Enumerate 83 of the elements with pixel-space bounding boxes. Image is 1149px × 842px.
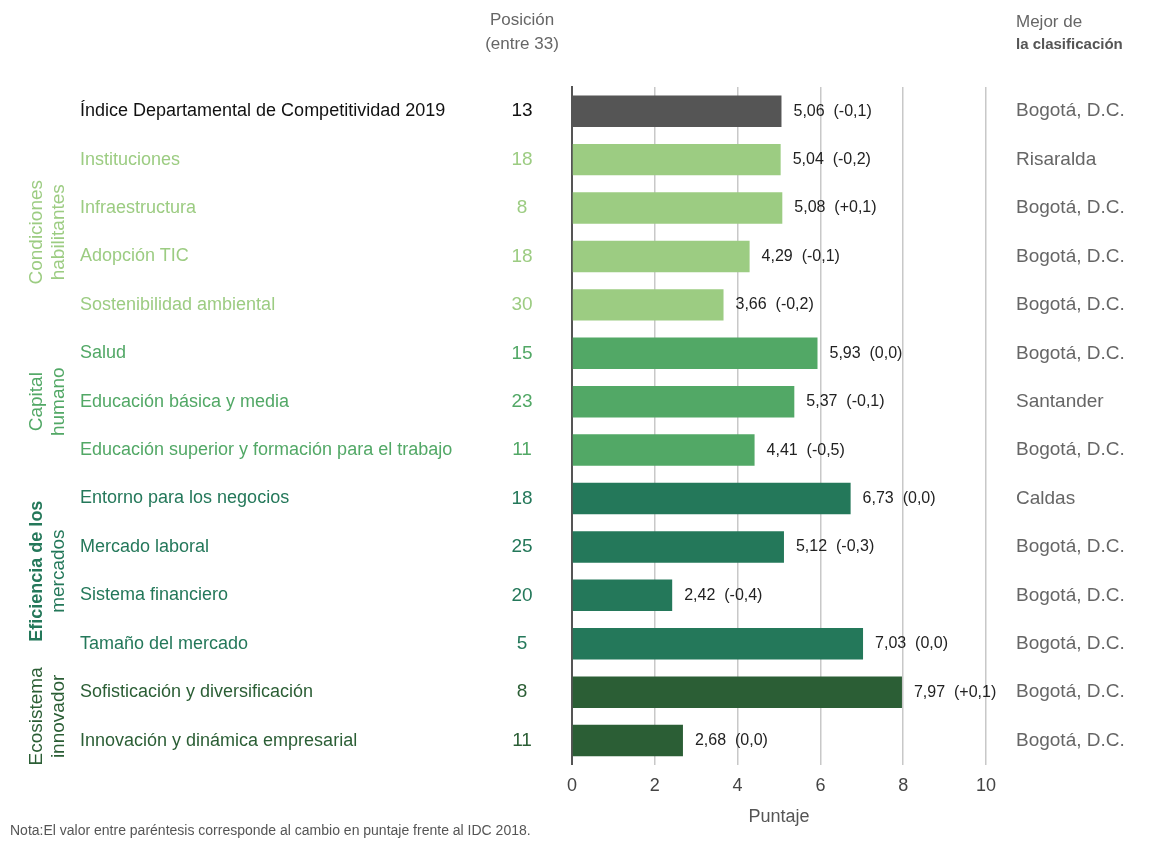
text: Posición (entre 33) [485,9,559,53]
bar [572,240,750,273]
text: Nota:El valor entre paréntesis corresponde al cambio en puntaje frente al IDC 2018. [10,821,531,838]
bar [572,724,683,757]
data-label: 6,73 (0,0) [862,488,936,506]
data-label: 5,93 (0,0) [829,343,903,361]
text: Bogotá, D.C. [1016,728,1125,750]
bar [572,579,673,612]
bar [572,434,755,466]
text: 18 [511,486,533,508]
text: Bogotá, D.C. [1016,99,1125,121]
x-tick-label: 10 [975,774,997,795]
text: Bogotá, D.C. [1016,680,1125,702]
text: 15 [511,341,533,363]
bar [572,628,864,660]
text: Ecosistema innovador [25,666,69,766]
y-tick-label: Sistema financiero [80,584,229,605]
data-label: 5,06 (-0,1) [793,101,872,119]
text: Condiciones habilitantes [25,179,69,285]
bar [572,531,784,563]
bar [572,337,818,370]
y-tick-label: Sofisticación y diversificación [80,681,314,702]
data-label: 2,42 (-0,4) [684,585,763,603]
bar [572,676,902,708]
data-label: 5,37 (-0,1) [806,392,885,410]
data-label: 3,66 (-0,2) [735,295,814,313]
text: Risaralda [1016,147,1097,169]
bar [572,482,851,515]
bar [572,385,795,418]
x-tick-label: 2 [649,774,660,795]
text: 25 [511,535,533,557]
text: 8 [516,196,528,218]
text: Bogotá, D.C. [1016,632,1125,653]
text: Capital humano [25,367,69,437]
text: 5 [516,632,528,653]
text: Mejor de la clasificación [1016,11,1123,53]
text: 20 [511,583,533,605]
y-tick-label: Mercado laboral [80,535,210,556]
bar [572,289,724,321]
y-tick-label: Instituciones [80,148,181,169]
y-tick-label: Índice Departamental de Competitividad 2019 [80,100,446,121]
bar [572,143,781,176]
text: 18 [511,244,533,266]
data-label: 4,29 (-0,1) [761,246,840,264]
text: Caldas [1016,486,1076,508]
y-tick-label: Salud [80,342,127,363]
text: Bogotá, D.C. [1016,244,1125,266]
y-tick-label: Infraestructura [80,197,198,217]
y-tick-label: Innovación y dinámica empresarial [80,729,358,750]
text: Bogotá, D.C. [1016,196,1125,218]
data-label: 2,68 (0,0) [694,731,768,748]
y-tick-label: Educación superior y formación para el trabajo [80,439,453,460]
data-label: 5,08 (+0,1) [794,198,877,216]
text: Bogotá, D.C. [1016,583,1125,605]
text: 30 [511,293,533,315]
x-tick-label: 0 [566,774,578,795]
text: Bogotá, D.C. [1016,438,1125,460]
text: Santander [1016,389,1105,411]
text: 13 [511,99,533,121]
text: 18 [511,147,533,169]
x-tick-label: 8 [898,774,909,795]
data-label: 4,41 (-0,5) [766,440,845,458]
text: 8 [516,680,528,702]
text: Eficiencia de los mercados [25,500,69,642]
y-tick-label: Sostenibilidad ambiental [80,293,276,314]
text: Bogotá, D.C. [1016,341,1125,363]
x-axis-title: Puntaje [748,806,810,827]
text: Bogotá, D.C. [1016,535,1125,557]
x-tick-label: 6 [815,774,826,795]
x-tick-label: 4 [732,774,743,795]
data-label: 5,04 (-0,2) [792,150,871,168]
text: Bogotá, D.C. [1016,293,1125,315]
text: 11 [512,438,532,460]
text: 11 [512,728,532,750]
y-tick-label: Educación básica y media [80,390,291,411]
data-label: 7,03 (0,0) [875,634,948,652]
data-label: 7,97 (+0,1) [913,682,997,700]
data-label: 5,12 (-0,3) [795,537,875,555]
y-tick-label: Adopción TIC [80,245,189,266]
bar [572,192,783,224]
y-tick-label: Tamaño del mercado [80,632,249,653]
text: 23 [511,389,533,411]
y-tick-label: Entorno para los negocios [80,487,290,508]
